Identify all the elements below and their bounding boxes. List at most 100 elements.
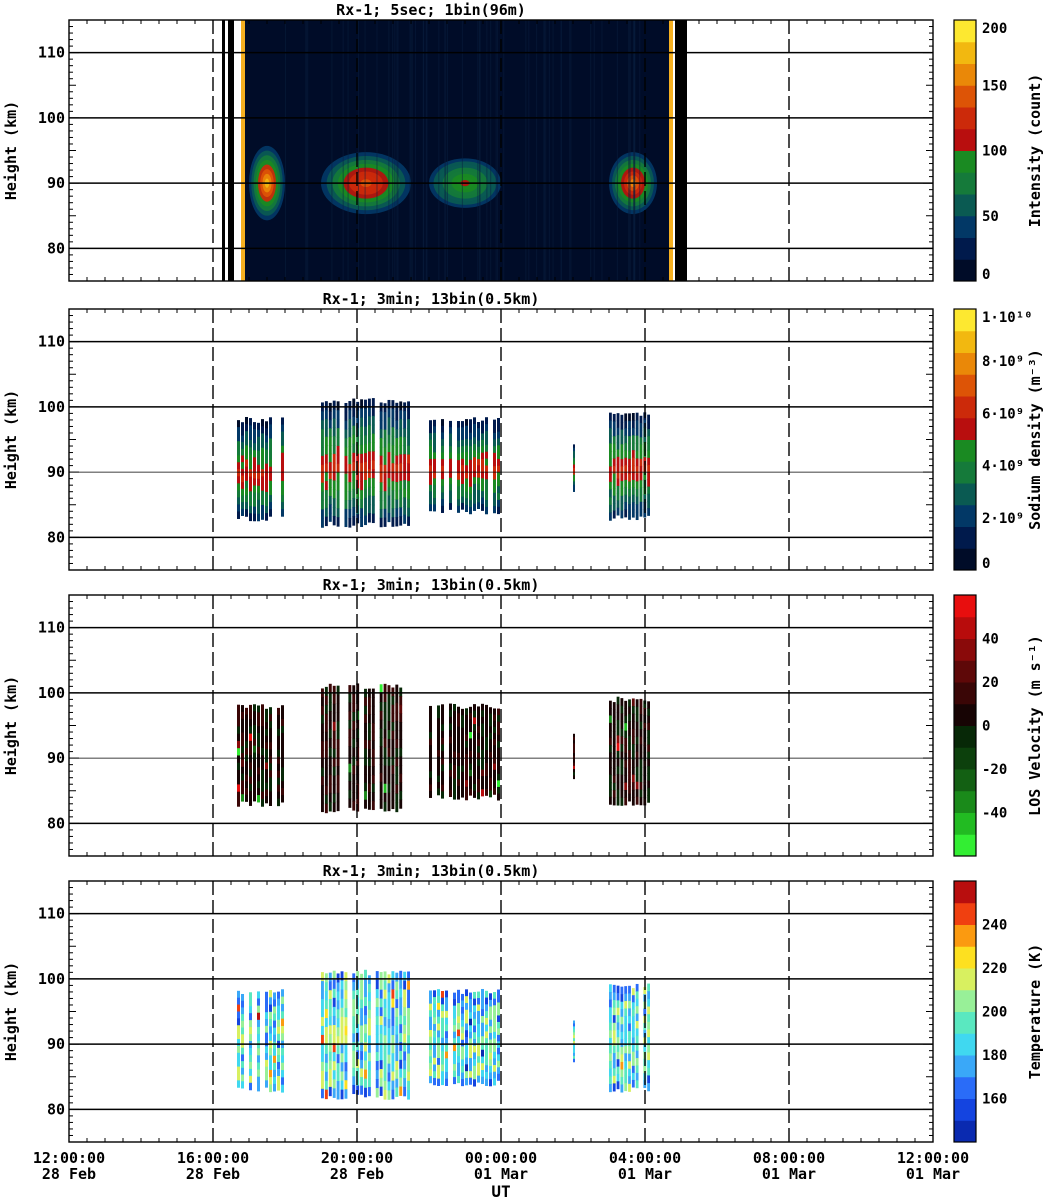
data-cell xyxy=(340,1080,344,1091)
data-cell xyxy=(344,429,348,439)
data-cell xyxy=(453,785,456,793)
data-cell xyxy=(324,1009,328,1019)
data-cell xyxy=(352,703,356,713)
data-cell xyxy=(399,507,403,517)
data-cell xyxy=(465,1050,468,1059)
data-cell xyxy=(336,499,340,509)
data-cell xyxy=(493,732,496,740)
data-cell xyxy=(344,1017,348,1027)
data-cell xyxy=(395,411,399,421)
gap-bar xyxy=(675,20,687,281)
streak xyxy=(560,20,562,281)
colorbar-swatch xyxy=(954,881,976,904)
data-cell xyxy=(620,789,624,799)
data-cell xyxy=(249,425,252,434)
data-cell xyxy=(616,735,620,744)
data-cell xyxy=(635,706,639,715)
data-cell xyxy=(257,1055,260,1063)
data-cell xyxy=(399,713,403,723)
data-cell xyxy=(383,971,387,982)
data-cell xyxy=(261,755,264,764)
data-cell xyxy=(249,476,252,485)
data-cell xyxy=(477,459,480,466)
data-cell xyxy=(609,412,612,421)
data-cell xyxy=(628,1015,631,1025)
data-cell xyxy=(473,490,476,498)
data-cell xyxy=(628,786,631,795)
data-cell xyxy=(364,739,367,750)
data-cell xyxy=(399,401,403,411)
data-cell xyxy=(493,506,496,514)
data-cell xyxy=(257,450,260,459)
data-cell xyxy=(265,1053,268,1061)
data-cell xyxy=(328,445,332,455)
data-cell xyxy=(631,427,635,436)
data-cell xyxy=(441,472,444,480)
data-cell xyxy=(624,442,628,451)
data-cell xyxy=(433,452,436,460)
plot-area xyxy=(222,20,687,281)
data-cell xyxy=(449,496,452,504)
data-cell xyxy=(481,446,484,454)
data-cell xyxy=(257,1076,260,1085)
data-cell xyxy=(324,401,328,411)
data-cell xyxy=(437,1016,440,1025)
data-cell xyxy=(465,419,468,427)
data-cell xyxy=(348,754,352,765)
data-cell xyxy=(635,466,639,475)
data-cell xyxy=(477,772,480,780)
data-cell xyxy=(573,467,575,472)
data-cell xyxy=(269,707,272,715)
streak xyxy=(397,20,399,281)
data-cell xyxy=(265,991,268,1000)
y-tick-label: 110 xyxy=(38,905,65,923)
data-cell xyxy=(237,497,240,505)
data-cell xyxy=(616,464,620,472)
data-cell xyxy=(441,459,444,467)
data-cell xyxy=(497,1073,500,1081)
data-cell xyxy=(469,713,472,720)
data-cell xyxy=(269,509,272,517)
data-cell xyxy=(469,769,472,777)
data-cell xyxy=(429,732,432,740)
data-cell xyxy=(477,998,480,1006)
data-cell xyxy=(241,1067,244,1076)
data-cell xyxy=(332,471,336,481)
data-cell xyxy=(281,753,284,762)
data-cell xyxy=(253,780,256,788)
colorbar-swatch xyxy=(954,107,976,130)
colorbar-tick-label: 200 xyxy=(982,1005,1007,1021)
data-cell xyxy=(273,1020,276,1029)
data-cell xyxy=(493,499,496,507)
data-cell xyxy=(616,789,620,798)
data-cell xyxy=(281,725,284,734)
data-cell xyxy=(485,743,488,751)
data-cell xyxy=(245,707,248,716)
data-cell xyxy=(387,792,391,803)
data-cell xyxy=(461,778,464,785)
data-cell xyxy=(245,781,248,789)
data-cell xyxy=(391,704,395,714)
data-cell xyxy=(360,426,364,437)
data-cell xyxy=(348,772,352,782)
data-cell xyxy=(489,993,492,1001)
data-cell xyxy=(609,420,612,429)
data-cell xyxy=(241,488,244,496)
data-cell xyxy=(328,1025,332,1035)
data-cell xyxy=(344,990,348,1000)
colorbar-swatch xyxy=(954,237,976,260)
data-cell xyxy=(253,787,256,795)
data-cell xyxy=(429,725,432,733)
data-cell xyxy=(344,420,348,430)
data-cell xyxy=(245,788,248,796)
data-cell xyxy=(469,1051,472,1059)
data-cell xyxy=(493,739,496,746)
x-tick-time: 12:00:00 xyxy=(33,1149,105,1167)
data-cell xyxy=(340,998,344,1009)
data-cell xyxy=(612,746,616,754)
data-cell xyxy=(367,1078,371,1088)
data-cell xyxy=(395,729,399,740)
data-cell xyxy=(620,986,624,995)
data-cell xyxy=(403,1016,407,1026)
data-cell xyxy=(237,733,240,742)
